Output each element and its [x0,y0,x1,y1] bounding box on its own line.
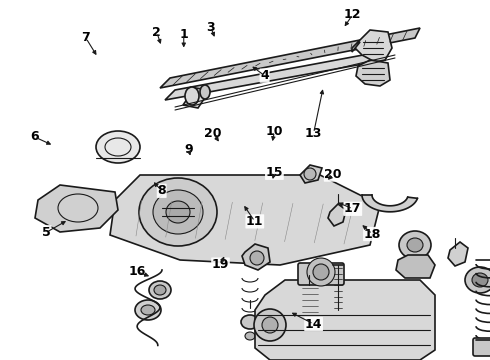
Ellipse shape [135,300,161,320]
Polygon shape [396,255,435,278]
Ellipse shape [96,131,140,163]
Text: 3: 3 [206,21,215,33]
Text: 5: 5 [42,226,51,239]
Polygon shape [160,28,420,88]
Text: 10: 10 [266,125,283,138]
Ellipse shape [139,178,217,246]
Polygon shape [110,175,380,265]
Text: 6: 6 [30,130,39,143]
Ellipse shape [149,281,171,299]
Circle shape [304,168,316,180]
Polygon shape [328,204,346,226]
Text: 18: 18 [364,228,381,240]
Ellipse shape [407,238,423,252]
Circle shape [313,264,329,280]
Polygon shape [356,60,390,86]
Ellipse shape [245,332,255,340]
Polygon shape [255,280,435,360]
Polygon shape [242,244,270,270]
Circle shape [307,258,335,286]
Text: 19: 19 [212,258,229,271]
Polygon shape [300,165,322,183]
Ellipse shape [241,315,259,329]
FancyBboxPatch shape [473,338,490,356]
Polygon shape [362,195,417,212]
Text: 11: 11 [246,215,264,228]
Text: 17: 17 [344,202,362,215]
Text: 15: 15 [266,166,283,179]
Ellipse shape [141,305,155,315]
Ellipse shape [472,273,488,287]
Circle shape [262,317,278,333]
Polygon shape [165,50,390,100]
Text: 1: 1 [179,28,188,41]
Ellipse shape [153,190,203,234]
Ellipse shape [465,267,490,293]
Circle shape [254,309,286,341]
Ellipse shape [154,285,166,295]
Text: 16: 16 [128,265,146,278]
Polygon shape [352,42,360,52]
Circle shape [250,251,264,265]
Text: 14: 14 [305,318,322,330]
Polygon shape [35,185,118,232]
Text: 20: 20 [204,127,222,140]
Ellipse shape [399,231,431,259]
Text: 8: 8 [157,184,166,197]
Ellipse shape [200,85,210,99]
Polygon shape [355,30,392,62]
Text: 2: 2 [152,26,161,39]
Ellipse shape [166,201,190,223]
FancyBboxPatch shape [298,263,344,285]
Text: 9: 9 [184,143,193,156]
Polygon shape [183,88,210,108]
Polygon shape [298,285,320,318]
Text: 20: 20 [324,168,342,181]
Text: 4: 4 [260,69,269,82]
Ellipse shape [185,87,199,105]
Text: 7: 7 [81,31,90,44]
Text: 12: 12 [344,8,362,21]
Text: 13: 13 [305,127,322,140]
Polygon shape [448,242,468,266]
